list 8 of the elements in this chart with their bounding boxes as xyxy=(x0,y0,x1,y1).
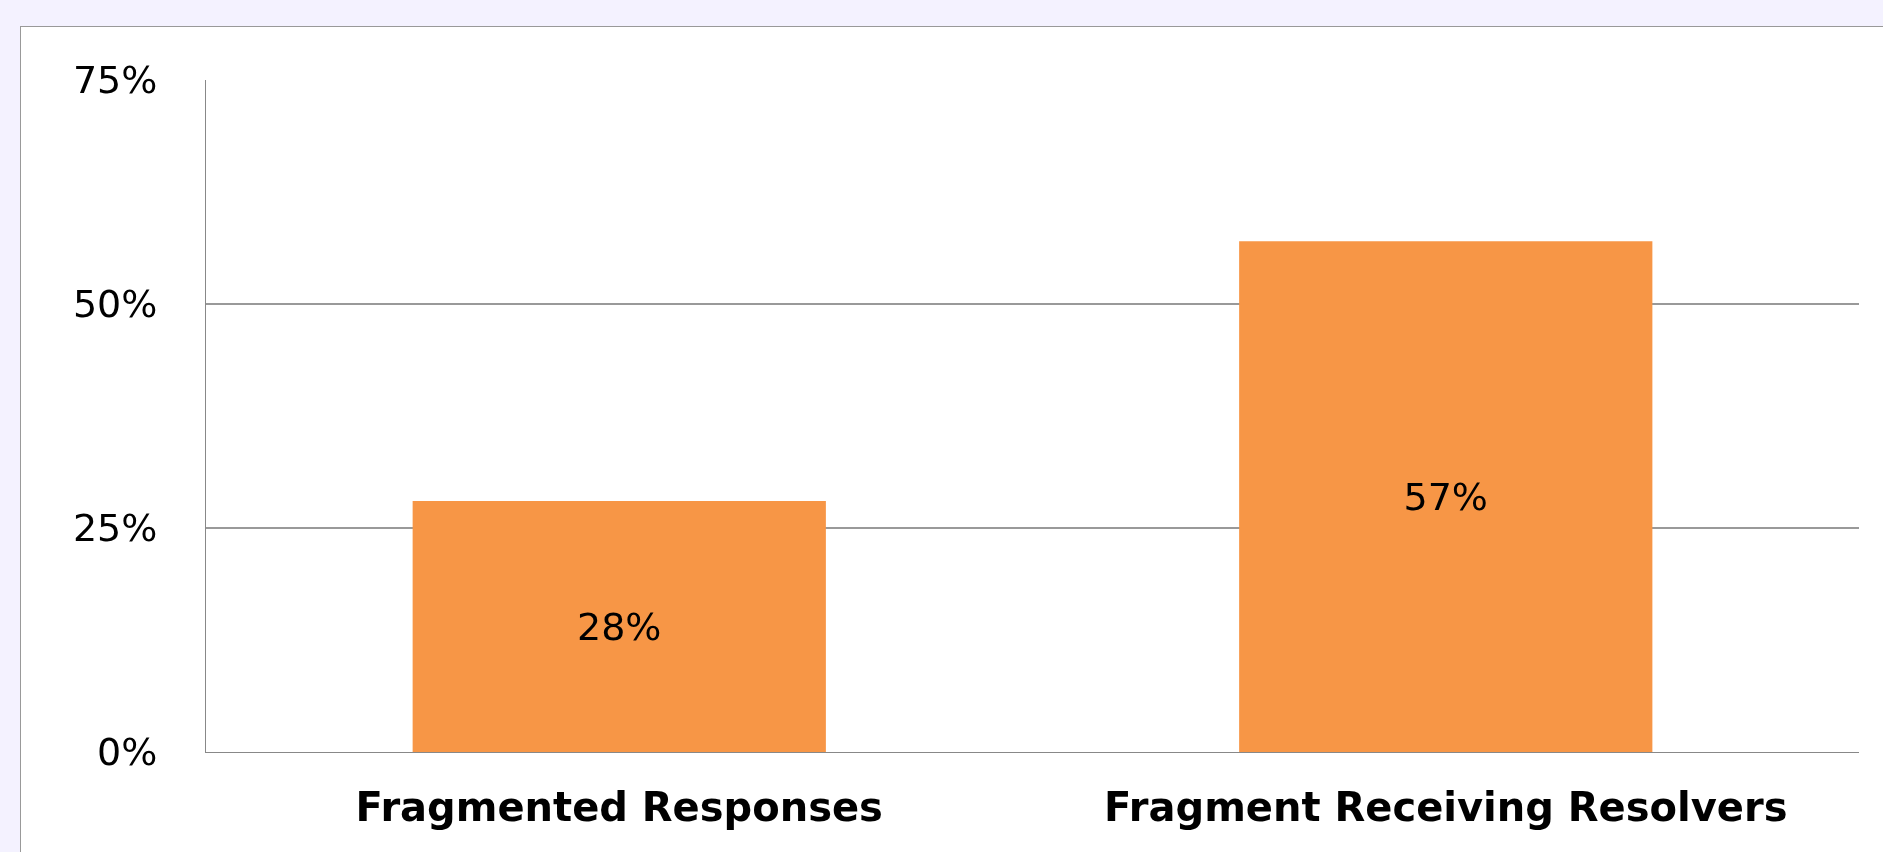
data-label: 28% xyxy=(577,604,662,649)
y-tick-label: 25% xyxy=(72,506,158,551)
x-tick-label: Fragment Receiving Resolvers xyxy=(1104,784,1788,830)
y-tick-label: 75% xyxy=(72,58,158,103)
y-tick-label: 50% xyxy=(72,282,158,327)
y-tick-label: 0% xyxy=(97,730,158,775)
x-tick-label: Fragmented Responses xyxy=(355,784,883,830)
data-label: 57% xyxy=(1403,474,1488,519)
